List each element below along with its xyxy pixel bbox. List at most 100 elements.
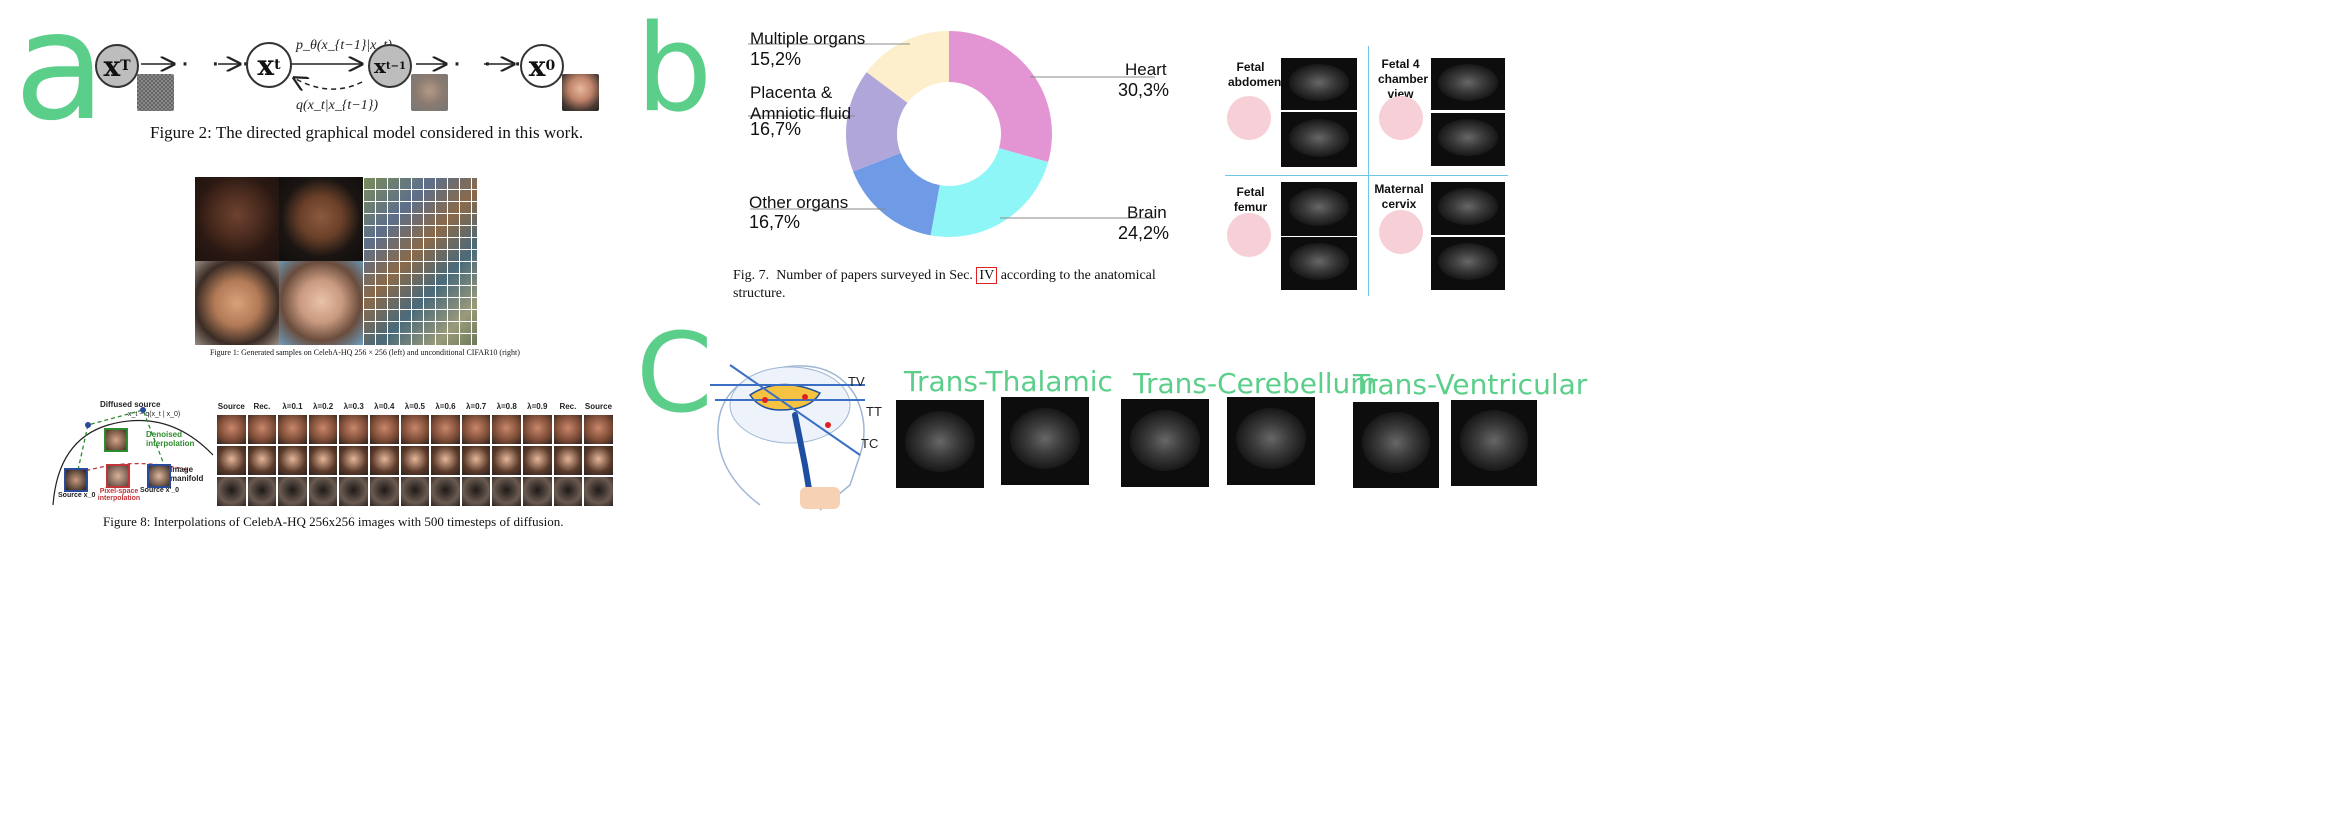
fig8-face-cell (308, 477, 338, 506)
pct-heart: 30,3% (1118, 80, 1170, 100)
fig8-face-cell (278, 477, 307, 506)
label-brain: Brain (1127, 203, 1167, 222)
panel-c-letter: C (636, 309, 713, 437)
title-trans-cerebellum: Trans-Cerebellum (1133, 367, 1378, 400)
section-ref-link[interactable]: IV (976, 267, 998, 284)
fig8-face-cell (339, 477, 368, 506)
us-ventricular-b (1451, 400, 1537, 486)
fig8-col-header: λ=0.2 (312, 402, 334, 411)
head-diagram (710, 364, 865, 511)
fetus-icon (1227, 96, 1271, 140)
manifold-diagram (52, 407, 214, 506)
pct-placenta: 16,7% (750, 119, 802, 139)
donut-slice-brain (930, 148, 1049, 237)
fig8-face-cell (400, 446, 430, 475)
xt-sampling-label: x_t ~ q(x_t | x_0) (128, 411, 181, 418)
celeba-face-3 (195, 261, 279, 345)
label-multiple-organs: Multiple organs (750, 29, 866, 48)
us-abdomen-1 (1281, 58, 1357, 110)
celeba-face-1 (195, 177, 279, 261)
fig8-face-cell (584, 446, 613, 475)
fig8-face-cell (523, 477, 552, 506)
source-face-thumb (64, 468, 88, 492)
ellipsis-2: · · · (452, 46, 529, 79)
fig8-face-cell (553, 415, 583, 444)
fig8-face-cell (278, 415, 307, 444)
fig2-arrows (141, 0, 620, 130)
us-thalamic-b (1001, 397, 1089, 485)
fig8-face-cell (492, 446, 521, 475)
fetus-icon (1379, 96, 1423, 140)
plane-label-tc: TC (861, 436, 879, 451)
p-theta-label: p_θ(x_{t−1}|x_t) (296, 38, 392, 53)
fig8-face-cell (584, 415, 613, 444)
plane-label-tt: TT (866, 404, 882, 419)
fig8-face-cell (431, 477, 460, 506)
fig7-caption: Fig. 7. Number of papers surveyed in Sec… (733, 267, 1156, 301)
noise-thumbnail (137, 74, 174, 111)
fig8-face-cell (553, 477, 583, 506)
fig8-face-cell (339, 415, 368, 444)
fig8-col-header: λ=0.6 (435, 402, 456, 411)
pixel-interp-face-thumb (106, 464, 130, 488)
title-trans-thalamic: Trans-Thalamic (904, 365, 1113, 398)
fig8-face-cell (247, 415, 277, 444)
celeba-face-4 (279, 261, 363, 345)
fig8-face-cell (431, 446, 460, 475)
donut-slice-other-organs (853, 152, 940, 236)
ellipsis-1: · · · (180, 46, 257, 79)
us-cervix-1 (1431, 182, 1505, 235)
donut-slice-placenta-amniotic-fluid (846, 72, 908, 172)
donut-slice-heart (949, 31, 1052, 163)
partially-denoised-thumbnail (411, 74, 448, 111)
us-cerebellum-a (1121, 399, 1209, 487)
plane-label-tv: TV (848, 374, 865, 389)
fig8-face-cell (523, 446, 552, 475)
fig8-face-cell (492, 415, 521, 444)
fig8-col-header: Rec. (559, 402, 577, 411)
fig8-col-header: Rec. (253, 402, 271, 411)
fig8-face-cell (247, 446, 277, 475)
target-face-thumb (147, 464, 171, 488)
source-x0-prime-label: Source x'_0 (140, 487, 180, 494)
fig8-face-cell (370, 415, 399, 444)
fig8-face-cell (400, 415, 430, 444)
fig8-col-header: λ=0.4 (374, 402, 395, 411)
fig8-face-cell (461, 415, 491, 444)
fig8-face-cell (553, 446, 583, 475)
fig8-face-cell (461, 446, 491, 475)
fetus-icon (1227, 213, 1271, 257)
fig2-caption: Figure 2: The directed graphical model c… (150, 123, 584, 142)
us-label-femur: Fetal femur (1233, 185, 1268, 214)
fig8-face-cell (217, 415, 246, 444)
fig8-face-cell (370, 477, 399, 506)
fig8-face-cell (584, 477, 613, 506)
fig8-face-cell (461, 477, 491, 506)
us-4chamber-1 (1431, 58, 1505, 110)
panel-a-letter: a (14, 0, 106, 154)
us-abdomen-2 (1281, 112, 1357, 167)
label-heart: Heart (1125, 60, 1167, 79)
fig8-face-cell (400, 477, 430, 506)
cifar10-grid (364, 177, 477, 345)
fig8-col-header: λ=0.8 (496, 402, 517, 411)
grid-divider-vertical (1368, 46, 1369, 296)
image-manifold-label: Image manifold (170, 465, 204, 483)
fig8-face-cell (247, 477, 277, 506)
fig8-face-cell (523, 415, 552, 444)
us-femur-2 (1281, 237, 1357, 290)
us-4chamber-2 (1431, 113, 1505, 166)
fig8-face-cell (308, 415, 338, 444)
fig8-face-cell (308, 446, 338, 475)
us-ventricular-a (1353, 402, 1439, 488)
us-label-cervix: Maternal cervix (1374, 182, 1424, 211)
pct-other-organs: 16,7% (749, 212, 801, 232)
diffused-source-label: Diffused source (100, 400, 161, 409)
us-cervix-2 (1431, 237, 1505, 290)
label-other-organs: Other organs (749, 193, 849, 212)
pct-brain: 24,2% (1118, 223, 1170, 243)
us-label-abdomen: Fetal abdomen (1228, 60, 1282, 89)
